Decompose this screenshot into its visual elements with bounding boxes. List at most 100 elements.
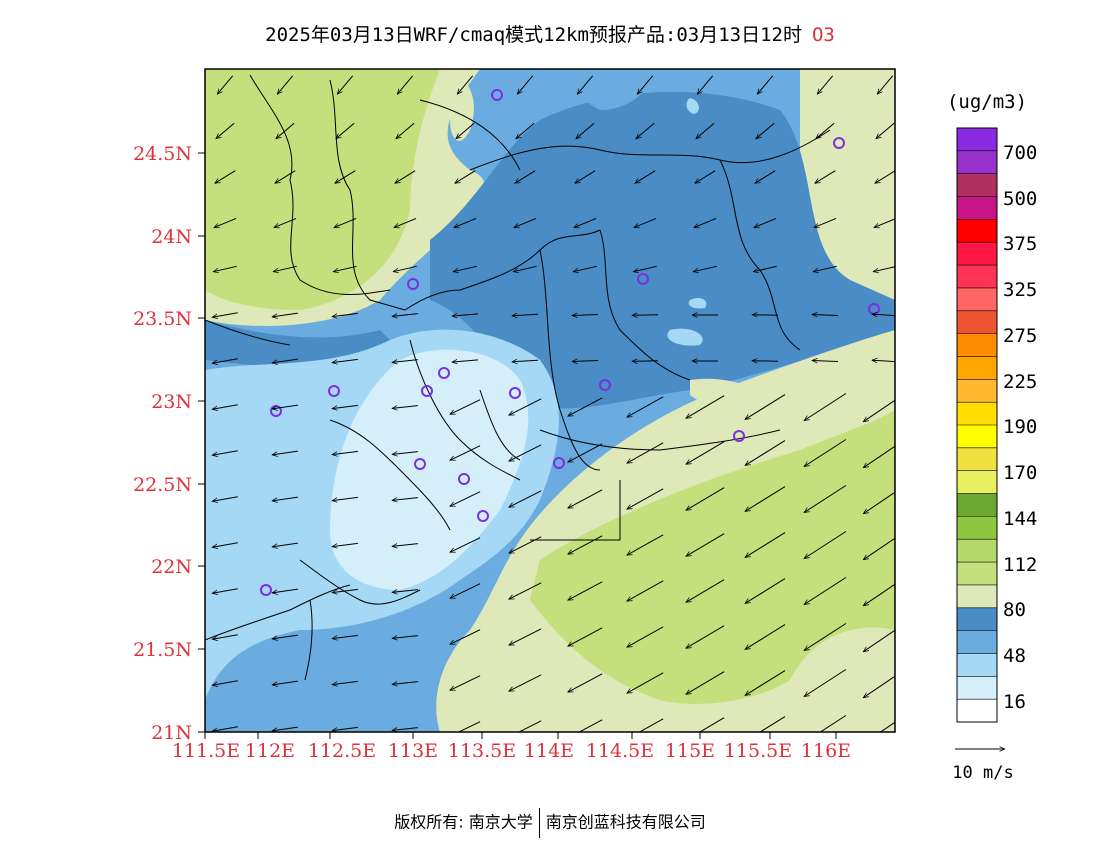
- wind-vector: [450, 399, 481, 415]
- lat-tick-label: 24.5N: [133, 143, 192, 165]
- wind-vector: [450, 537, 481, 553]
- wind-vector: [804, 393, 847, 421]
- wind-vector: [332, 358, 358, 362]
- wind-vector: [332, 542, 358, 546]
- wind-vector: [813, 265, 837, 271]
- wind-vector: [745, 578, 786, 604]
- wind-vector: [694, 217, 717, 227]
- wind-vector: [759, 716, 786, 732]
- lon-axis: [204, 732, 837, 739]
- wind-vector: [450, 629, 481, 645]
- legend-label: 275: [1003, 325, 1037, 347]
- wind-vector: [863, 629, 895, 651]
- legend-color-swatch: [957, 630, 997, 655]
- wind-vector: [568, 397, 603, 417]
- legend-color-swatch: [957, 493, 997, 517]
- lat-tick-label: 21.5N: [133, 639, 192, 661]
- wind-vector: [634, 217, 657, 227]
- legend-color-swatch: [957, 242, 997, 266]
- legend-color-swatch: [957, 196, 997, 220]
- wind-vector: [863, 583, 895, 605]
- lat-tick-label: 22.5N: [133, 474, 192, 496]
- legend-color-swatch: [957, 584, 997, 609]
- lat-tick-label: 22N: [151, 556, 192, 578]
- wind-vector: [272, 634, 298, 639]
- wind-vector: [863, 399, 895, 421]
- wind-vector: [272, 680, 298, 685]
- footer-separator: [538, 808, 540, 838]
- legend-color-swatch: [957, 699, 997, 723]
- wind-vector: [635, 170, 656, 184]
- legend-label: 16: [1003, 691, 1026, 713]
- wind-vector: [450, 721, 481, 732]
- legend-color-swatch: [957, 333, 997, 358]
- legend-label: 325: [1003, 279, 1037, 301]
- wind-vector: [272, 404, 298, 409]
- legend-label: 112: [1003, 554, 1037, 576]
- wind-vector: [393, 265, 417, 271]
- wind-vector: [516, 122, 535, 139]
- legend-color-swatch: [957, 128, 997, 152]
- wind-vector: [332, 312, 358, 316]
- wind-vector: [568, 673, 603, 693]
- wind-vector: [277, 75, 294, 94]
- wind-vector: [745, 670, 786, 696]
- wind-vector: [509, 536, 542, 554]
- wind-vector: [568, 581, 603, 601]
- wind-vector: [509, 490, 542, 508]
- wind-vector: [212, 588, 238, 593]
- wind-vector: [633, 265, 657, 271]
- wind-vector: [392, 727, 418, 731]
- wind-vector: [804, 485, 847, 513]
- wind-vector: [272, 542, 298, 547]
- wind-vector: [573, 265, 597, 271]
- wind-vector: [212, 450, 238, 455]
- wind-vector: [804, 531, 847, 559]
- wind-vector: [686, 395, 725, 419]
- wind-vector: [872, 360, 895, 362]
- wind-vector: [332, 450, 358, 454]
- wind-vector: [456, 122, 475, 139]
- legend-color-swatch: [957, 470, 997, 495]
- wind-vector: [568, 535, 603, 555]
- legend-color-swatch: [957, 265, 997, 289]
- legend-color-swatch: [957, 653, 997, 677]
- wind-vector: [275, 170, 296, 184]
- legend-color-swatch: [957, 425, 997, 449]
- legend-label: 375: [1003, 233, 1037, 255]
- wind-vector: [392, 451, 418, 455]
- wind-vector: [450, 491, 481, 507]
- boundary-lines: [205, 74, 831, 681]
- site-markers: [260, 89, 880, 596]
- wind-vector: [875, 170, 895, 184]
- lon-tick-label: 112.5E: [308, 740, 376, 762]
- legend-frame: [956, 127, 998, 723]
- wind-vector: [752, 315, 779, 316]
- lat-axis: [198, 152, 205, 733]
- wind-vector: [745, 486, 786, 512]
- wind-vector: [337, 75, 354, 94]
- wind-vector: [816, 122, 835, 139]
- legend-label: 225: [1003, 371, 1037, 393]
- wind-vector: [452, 360, 479, 362]
- wind-vector: [455, 170, 476, 184]
- legend-color-swatch: [957, 402, 997, 426]
- wind-vector: [804, 669, 847, 697]
- legend-label: 500: [1003, 188, 1037, 210]
- wind-vector: [450, 675, 481, 691]
- wind-vector: [332, 404, 358, 408]
- wind-vector: [272, 358, 298, 363]
- wind-vector: [804, 623, 847, 651]
- wind-vector: [863, 445, 895, 467]
- wind-vector: [514, 217, 537, 227]
- wind-vector: [874, 218, 895, 227]
- wind-vector: [212, 542, 238, 547]
- wind-vector: [336, 122, 355, 139]
- wind-vector: [863, 537, 895, 559]
- wind-vector: [512, 314, 539, 316]
- wind-vector: [632, 361, 659, 362]
- legend-color-swatch: [957, 287, 997, 312]
- wind-vector: [627, 534, 664, 556]
- wind-vector: [568, 627, 603, 647]
- wind-vector: [332, 496, 358, 500]
